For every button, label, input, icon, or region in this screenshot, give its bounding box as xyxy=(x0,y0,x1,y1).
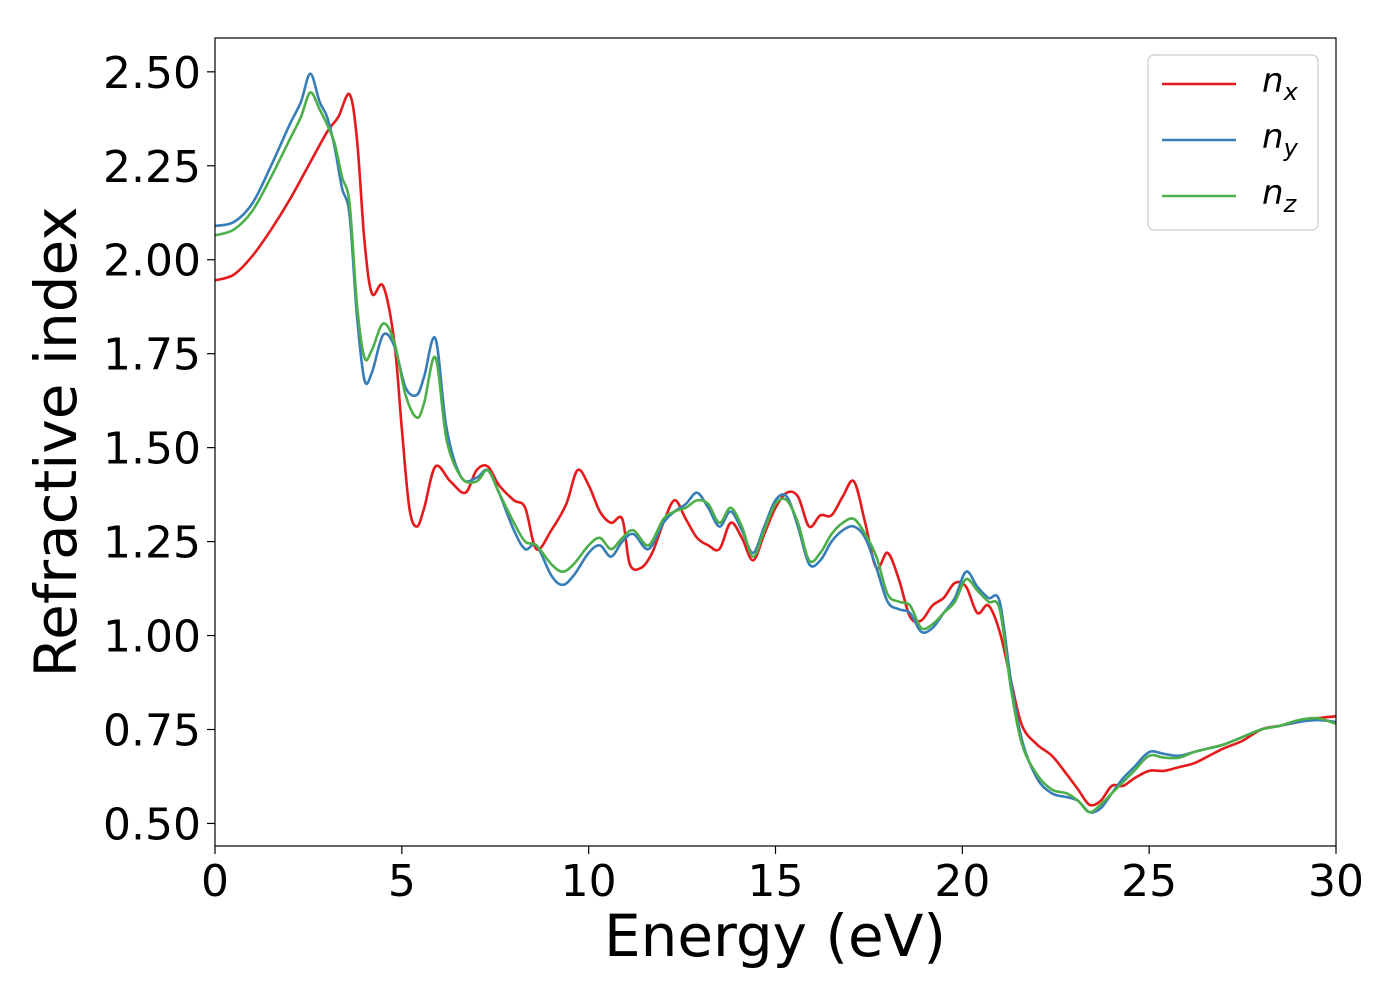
y-tick-label: 1.75 xyxy=(103,330,201,381)
y-tick-label: 1.00 xyxy=(103,612,201,663)
y-tick-label: 1.50 xyxy=(103,424,201,475)
y-axis-label: Refractive index xyxy=(22,206,90,677)
x-tick-label: 15 xyxy=(748,856,804,907)
y-tick-label: 0.75 xyxy=(103,705,201,756)
legend-box xyxy=(1147,54,1319,231)
series-line-x xyxy=(214,92,1337,807)
x-tick-label: 5 xyxy=(388,856,416,907)
legend-label-z: nz xyxy=(1262,173,1298,218)
legend-label-x: nx xyxy=(1262,61,1299,106)
y-tick-label: 0.50 xyxy=(103,799,201,850)
x-axis-label: Energy (eV) xyxy=(604,902,946,970)
x-axis-ticks: 0 5 10 15 20 25 30 xyxy=(201,846,1364,907)
series-line-z xyxy=(214,91,1337,814)
x-tick-label: 25 xyxy=(1121,856,1177,907)
series-lines xyxy=(214,72,1337,814)
y-tick-label: 2.50 xyxy=(103,48,201,99)
y-tick-label: 2.00 xyxy=(103,236,201,287)
x-tick-label: 30 xyxy=(1308,856,1364,907)
y-tick-label: 2.25 xyxy=(103,142,201,193)
legend: nx ny nz xyxy=(1147,54,1319,231)
x-tick-label: 0 xyxy=(201,856,229,907)
y-tick-label: 1.25 xyxy=(103,518,201,569)
x-tick-label: 10 xyxy=(561,856,617,907)
y-axis-ticks: 0.50 0.75 1.00 1.25 1.50 1.75 2.00 2.25 2.50 xyxy=(103,48,215,850)
x-tick-label: 20 xyxy=(934,856,990,907)
legend-label-y: ny xyxy=(1262,117,1299,162)
